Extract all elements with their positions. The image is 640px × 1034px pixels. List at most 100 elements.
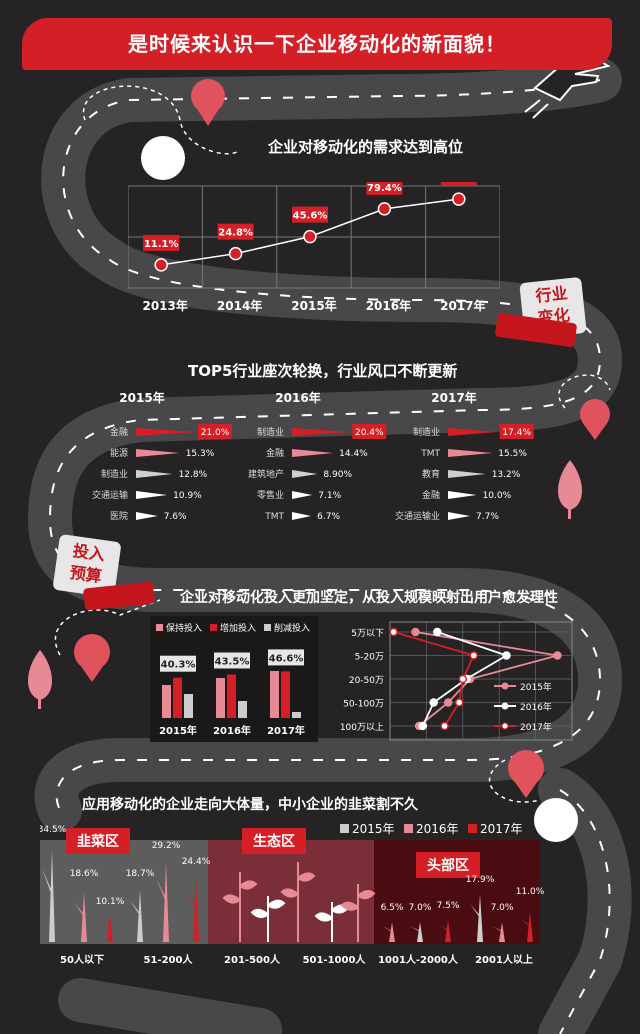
- map-pin-icon: [74, 634, 110, 682]
- x-tick-label: 2015年: [159, 724, 197, 737]
- data-point: [418, 721, 428, 731]
- dashed-path: [82, 85, 241, 155]
- x-tick-label: 2001人以上: [475, 953, 533, 966]
- legend-label: 2015年: [352, 822, 395, 836]
- data-point: [429, 698, 438, 707]
- category-label: TMT: [264, 512, 284, 522]
- data-label: 18.6%: [70, 869, 99, 879]
- x-tick-label: 2017年: [440, 298, 485, 313]
- y-tick-label: 100万以上: [340, 722, 384, 733]
- category-label: 制造业: [413, 426, 440, 438]
- data-label: 34.5%: [40, 825, 67, 835]
- leaf-plant-icon: [222, 872, 258, 942]
- data-point: [469, 651, 478, 660]
- data-label-bg: [143, 234, 180, 251]
- value-label: 7.1%: [318, 491, 341, 501]
- data-label: 46.6%: [269, 653, 304, 664]
- data-label: 40.3%: [161, 660, 196, 671]
- legend-swatch: [210, 624, 217, 631]
- data-label-bg: [160, 655, 196, 672]
- bar: [173, 677, 182, 718]
- data-point: [443, 698, 453, 707]
- data-label: 45.6%: [293, 211, 328, 222]
- section4-title: 应用移动化的企业走向大体量，中小企业的韭菜割不久: [82, 797, 418, 813]
- x-tick-label: 2016年: [366, 298, 411, 313]
- leaf-plant-icon: [280, 862, 316, 942]
- value-label: 13.2%: [492, 470, 521, 480]
- wedge-bar: [136, 470, 173, 478]
- value-label: 17.4%: [502, 428, 531, 438]
- value-label: 7.6%: [164, 512, 187, 522]
- x-tick-label: 2013年: [142, 298, 187, 313]
- chart-title: 2016年: [275, 390, 320, 405]
- sprout-bar: [438, 920, 451, 942]
- bar: [238, 701, 247, 718]
- value-label: 15.3%: [186, 449, 215, 459]
- data-point: [411, 627, 420, 637]
- x-tick-label: 2015年: [291, 298, 336, 313]
- value-label: 6.7%: [317, 512, 340, 522]
- category-label: 零售业: [257, 489, 284, 501]
- value-label: 8.90%: [323, 470, 352, 480]
- invest-bar-chart: 保持投入 增加投入 削减投入 40.3% 2015年 43.5% 2016年 46.6% 201…: [156, 622, 310, 737]
- data-point: [433, 627, 442, 637]
- data-label: 11.0%: [516, 887, 545, 897]
- data-label: 24.8%: [218, 228, 253, 239]
- legend-label: 2017年: [480, 822, 523, 836]
- y-tick-label: 20-50万: [349, 676, 384, 686]
- zone-label-bg: [242, 828, 306, 854]
- sprout-bar: [382, 922, 395, 942]
- map-pin-icon: [191, 79, 225, 126]
- category-label: 金融: [110, 426, 128, 438]
- x-tick-label: 2016年: [213, 724, 251, 737]
- leaf-plant-icon: [250, 896, 286, 942]
- y-tick-label: 5万以下: [351, 629, 384, 639]
- value-label: 15.5%: [498, 449, 527, 459]
- data-label-bg: [217, 223, 254, 240]
- y-tick-label: 5-20万: [355, 653, 384, 663]
- bar: [216, 678, 225, 718]
- waypoint-circle: [141, 136, 185, 180]
- zone-label-bg: [416, 852, 480, 878]
- wedge-bar: [136, 512, 158, 520]
- bar: [292, 712, 301, 718]
- data-label: 18.7%: [126, 869, 155, 879]
- data-label: 24.4%: [182, 857, 211, 867]
- enterprise-size-axis: 50人以下 51-200人 201-500人 501-1000人 1001人-2000人…: [60, 953, 533, 966]
- wedge-bar: [136, 449, 180, 457]
- category-label: 制造业: [257, 426, 284, 438]
- zone-label: 生态区: [253, 833, 295, 850]
- wedge-bar: [448, 512, 470, 520]
- sprout-bar: [186, 876, 199, 942]
- y-tick-label: 50-100万: [343, 700, 384, 710]
- sprout-bar: [42, 850, 55, 942]
- legend-label: 2017年: [520, 721, 552, 733]
- category-label: 交通运输业: [395, 510, 440, 522]
- map-pin-icon: [580, 399, 610, 440]
- chart-frame: [128, 185, 500, 289]
- legend-marker: [501, 702, 509, 710]
- data-label: 7.5%: [437, 901, 460, 911]
- section3-title: 企业对移动化投入更加坚定，从投入规模映射出用户愈发理性: [180, 590, 558, 606]
- tree-icon: [558, 460, 582, 519]
- sprout-bar: [130, 890, 143, 942]
- legend-label: 2016年: [416, 822, 459, 836]
- page-title: 是时候来认识一下企业移动化的新面貌！: [22, 18, 612, 70]
- legend-label: 保持投入: [166, 622, 202, 634]
- legend-label: 2016年: [520, 701, 552, 713]
- data-point: [553, 651, 562, 660]
- data-point: [502, 651, 511, 660]
- category-label: 教育: [422, 468, 440, 480]
- value-label: 21.0%: [201, 428, 230, 438]
- legend-swatch: [156, 624, 163, 631]
- data-point: [458, 674, 468, 684]
- value-label: 10.0%: [483, 491, 512, 501]
- legend-marker: [501, 722, 509, 730]
- wedge-bar: [292, 491, 313, 499]
- section1-title: 企业对移动化的需求达到高位: [268, 138, 464, 156]
- value-label: 7.7%: [476, 512, 499, 522]
- waypoint-circle: [534, 798, 578, 842]
- wedge-bar: [292, 449, 334, 457]
- tree-icon: [28, 650, 52, 709]
- legend-swatch: [264, 624, 271, 631]
